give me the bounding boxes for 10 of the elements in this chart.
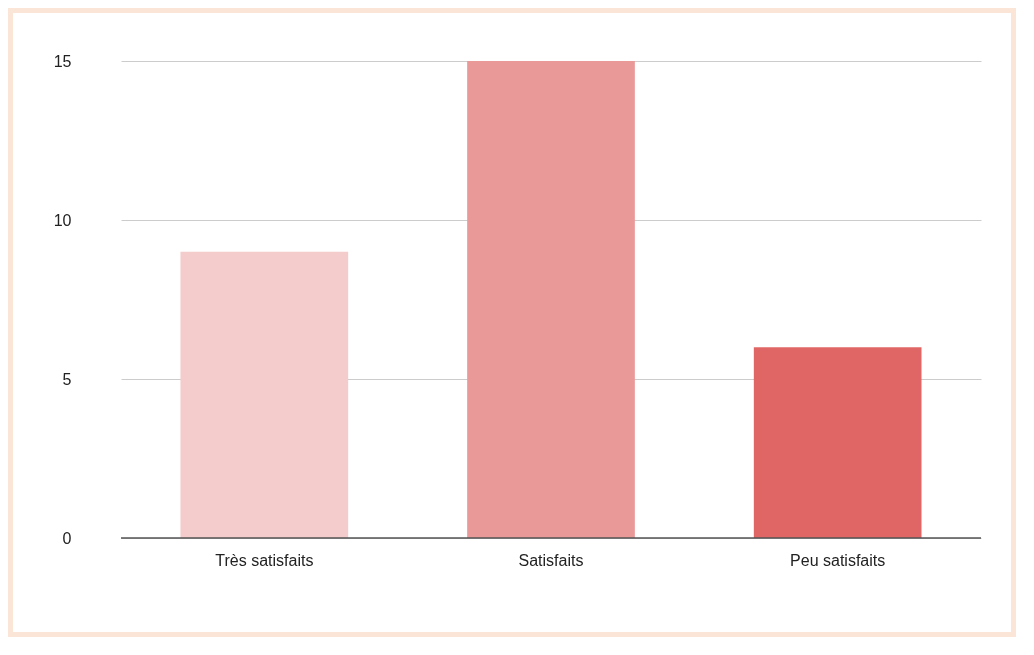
y-tick-label: 5 [62, 370, 72, 388]
x-tick-label: Satisfaits [518, 551, 584, 569]
y-tick-label: 0 [62, 529, 72, 547]
bar [180, 251, 349, 538]
bar [753, 347, 922, 538]
y-tick-label: 10 [53, 211, 72, 229]
x-tick-label: Peu satisfaits [790, 551, 886, 569]
y-tick-label: 15 [53, 52, 72, 70]
x-tick-label: Très satisfaits [215, 551, 314, 569]
bar [467, 61, 635, 538]
